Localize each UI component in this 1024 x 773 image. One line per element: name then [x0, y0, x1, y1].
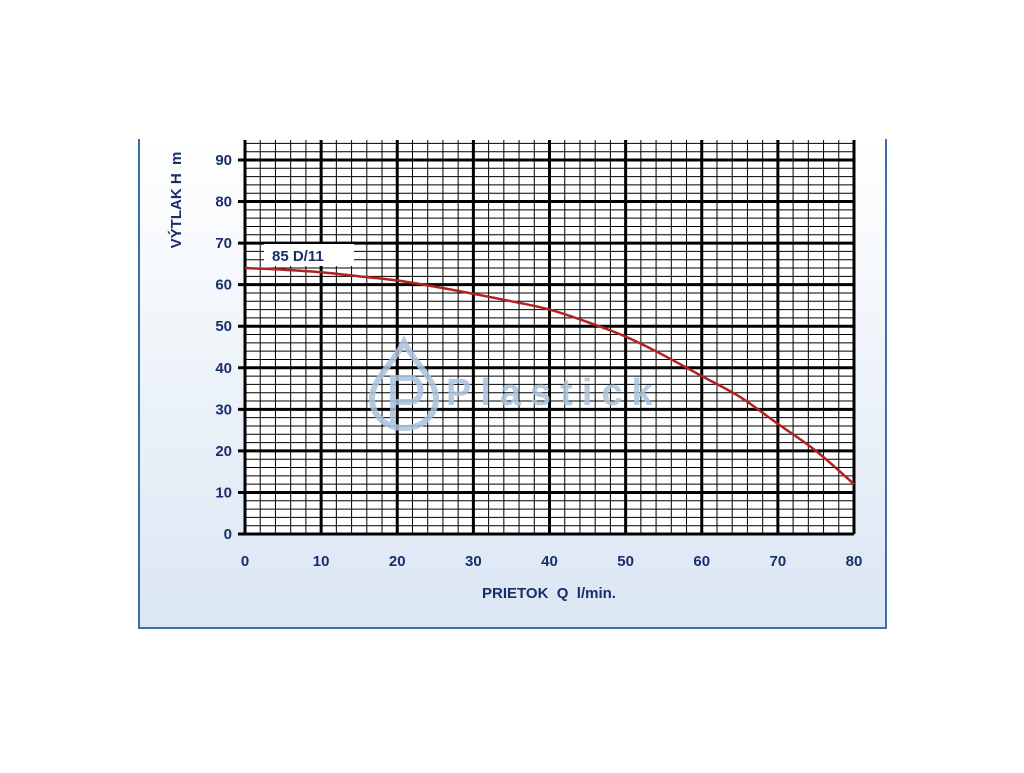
x-tick-label: 80 [846, 553, 863, 570]
series-label-box: 85 D/11 [264, 244, 354, 266]
water-drop-icon [368, 335, 440, 432]
watermark-p-letter [390, 375, 424, 428]
x-tick-label: 70 [770, 553, 787, 570]
chart-panel-border [138, 139, 887, 629]
x-tick-label: 10 [313, 553, 330, 570]
series-label: 85 D/11 [272, 248, 324, 265]
x-tick-label: 40 [541, 553, 558, 570]
y-axis-ticks: 0 10 20 30 40 50 60 70 80 90 [215, 152, 232, 543]
series-line [244, 266, 855, 486]
x-axis-title: PRIETOK Q l/min. [482, 585, 616, 602]
y-tick-label: 90 [215, 152, 232, 169]
y-tick-label: 60 [215, 277, 232, 294]
y-tick-label: 30 [215, 401, 232, 418]
y-tick-label: 20 [215, 443, 232, 460]
watermark-text: Plastick [446, 372, 662, 414]
x-axis-ticks: 0 10 20 30 40 50 60 70 80 [241, 553, 863, 570]
major-grid [238, 140, 856, 536]
y-tick-label: 40 [215, 360, 232, 377]
x-tick-label: 50 [617, 553, 634, 570]
x-tick-label: 20 [389, 553, 406, 570]
watermark: Plastick [368, 335, 662, 432]
y-tick-label: 70 [215, 235, 232, 252]
x-tick-label: 60 [693, 553, 710, 570]
y-tick-label: 10 [215, 484, 232, 501]
series-label-background [264, 244, 354, 266]
y-axis-title: VÝTLAK H m [167, 152, 185, 249]
x-tick-label: 0 [241, 553, 249, 570]
y-tick-label: 80 [215, 194, 232, 211]
y-tick-label: 50 [215, 318, 232, 335]
x-tick-label: 30 [465, 553, 482, 570]
series-layer [244, 266, 855, 486]
y-tick-label: 0 [224, 526, 232, 543]
